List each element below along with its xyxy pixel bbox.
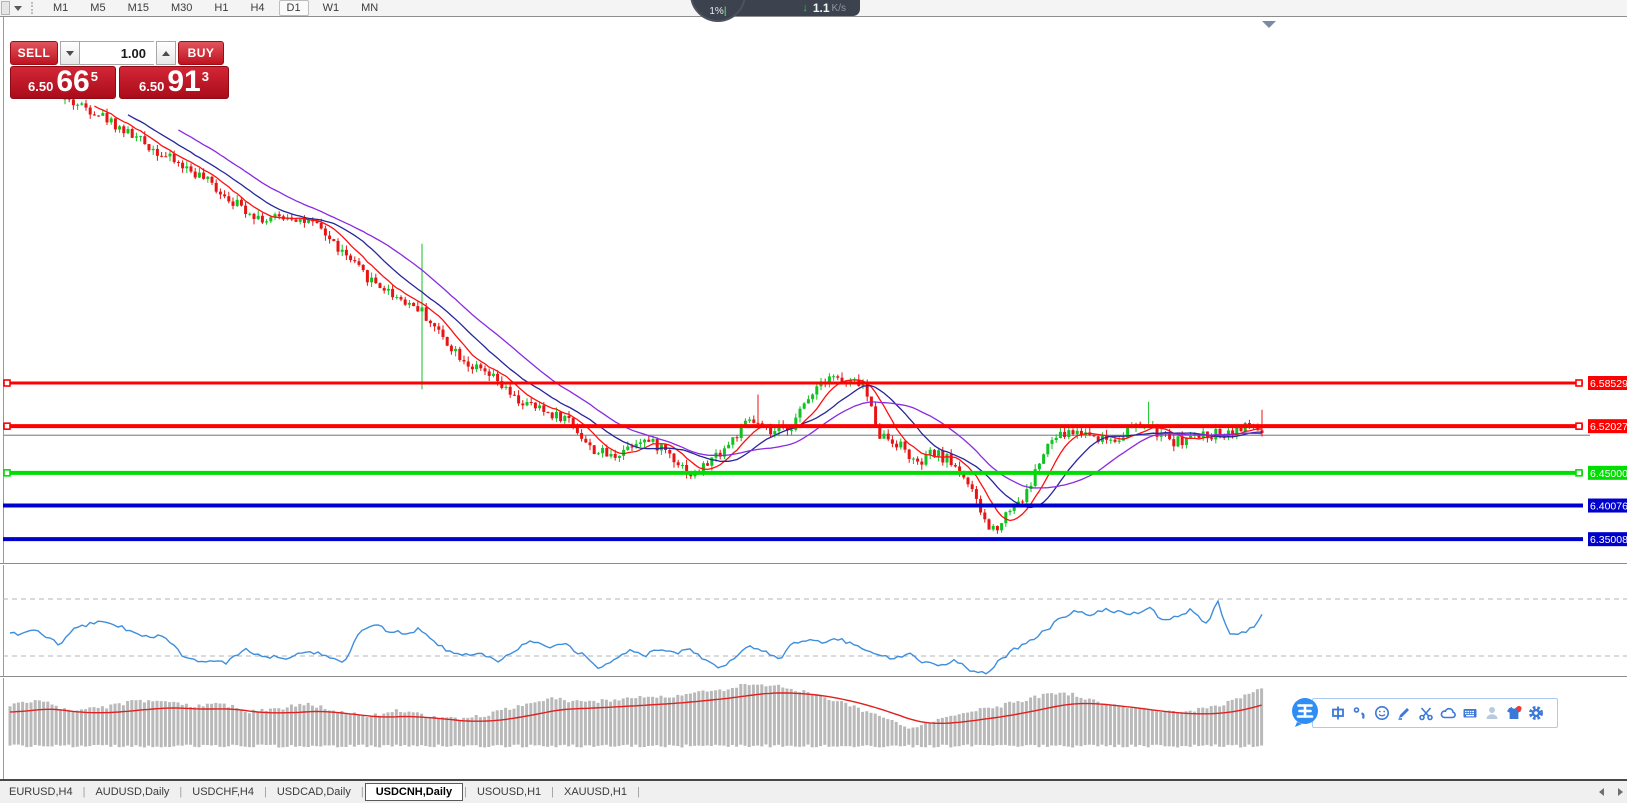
line-anchor-handle[interactable] bbox=[1575, 379, 1583, 387]
price-chart-svg: 6.58529 6.52027 6.45000 6.40076 6.35008 bbox=[0, 17, 1627, 779]
line-anchor-handle[interactable] bbox=[1575, 469, 1583, 477]
skin-tshirt-icon[interactable] bbox=[1506, 705, 1522, 721]
toolbar-dropdown-button[interactable] bbox=[10, 1, 26, 15]
buy-button[interactable]: BUY bbox=[178, 41, 224, 65]
chinese-mode-icon[interactable] bbox=[1330, 705, 1346, 721]
sell-price-big: 66 bbox=[56, 64, 90, 98]
tab-scroll-right-icon[interactable] bbox=[1618, 788, 1623, 796]
screenshot-scissors-icon[interactable] bbox=[1418, 705, 1434, 721]
volume-decrease-button[interactable] bbox=[60, 41, 80, 65]
tab-separator: | bbox=[179, 786, 183, 798]
tab-separator: | bbox=[636, 786, 640, 798]
emoji-icon[interactable] bbox=[1374, 705, 1390, 721]
horizontal-level-6.35008[interactable]: 6.35008 bbox=[3, 532, 1627, 547]
chevron-down-icon bbox=[66, 50, 74, 56]
tab-separator: | bbox=[360, 786, 364, 798]
tab-scroll-left-icon[interactable] bbox=[1599, 788, 1604, 796]
chevron-up-icon bbox=[162, 50, 170, 56]
macd-histogram bbox=[8, 684, 1264, 748]
handwriting-icon[interactable] bbox=[1396, 705, 1412, 721]
cpu-percent: 1% bbox=[709, 6, 724, 17]
tab-separator: | bbox=[464, 786, 467, 798]
sell-button[interactable]: SELL bbox=[10, 41, 58, 65]
network-speed-unit: K/s bbox=[831, 2, 846, 14]
buy-price-prefix: 6.50 bbox=[139, 78, 165, 94]
line-anchor-handle[interactable] bbox=[1575, 422, 1583, 430]
tab-usdchf-h4[interactable]: USDCHF,H4 bbox=[192, 786, 254, 798]
tab-audusd-daily[interactable]: AUDUSD,Daily bbox=[95, 786, 170, 798]
chevron-down-icon bbox=[14, 5, 22, 11]
price-label-box bbox=[1588, 419, 1627, 434]
timeframe-button-h1[interactable]: H1 bbox=[214, 2, 229, 14]
punctuation-icon[interactable] bbox=[1352, 705, 1368, 721]
timeframe-button-m5[interactable]: M5 bbox=[90, 2, 106, 14]
price-label-text: 6.52027 bbox=[1590, 421, 1627, 433]
horizontal-level-6.45000[interactable]: 6.45000 bbox=[3, 465, 1627, 480]
line-anchor-handle[interactable] bbox=[3, 379, 11, 387]
price-label-text: 6.40076 bbox=[1590, 501, 1627, 513]
tab-usdcnh-daily[interactable]: USDCNH,Daily bbox=[364, 783, 464, 801]
macd-signal-line bbox=[9, 692, 1262, 724]
horizontal-level-6.58529[interactable]: 6.58529 bbox=[3, 376, 1627, 390]
ma-line-16 bbox=[127, 114, 1262, 509]
price-label-box bbox=[1588, 498, 1627, 513]
ime-toolbar bbox=[1312, 698, 1558, 728]
price-label-box bbox=[1588, 532, 1627, 547]
timeframe-button-w1[interactable]: W1 bbox=[322, 2, 340, 14]
price-label-box bbox=[1588, 376, 1627, 390]
tab-separator: | bbox=[82, 786, 86, 798]
volume-input[interactable] bbox=[80, 41, 154, 65]
volume-increase-button[interactable] bbox=[156, 41, 176, 65]
buy-price-big: 91 bbox=[167, 64, 201, 98]
tab-eurusd-h4[interactable]: EURUSD,H4 bbox=[9, 786, 73, 798]
tab-separator: | bbox=[264, 786, 267, 798]
line-anchor-handle[interactable] bbox=[3, 422, 11, 430]
buy-price-sup: 3 bbox=[201, 69, 209, 84]
timeframe-button-d1[interactable]: D1 bbox=[278, 0, 309, 16]
timeframe-button-mn[interactable]: MN bbox=[361, 2, 379, 14]
ma-line-8 bbox=[94, 105, 1263, 522]
horizontal-level-6.52027[interactable]: 6.52027 bbox=[3, 419, 1627, 434]
ma-line-28 bbox=[178, 129, 1263, 489]
candlestick-series bbox=[63, 96, 1264, 534]
cloud-icon[interactable] bbox=[1440, 705, 1456, 721]
one-click-trading-panel: SELL BUY 6.50 66 5 6.50 91 3 bbox=[10, 41, 230, 99]
network-speed-value: 1.1 bbox=[812, 1, 830, 15]
partial-icon bbox=[1, 1, 10, 15]
sogou-ime-logo[interactable] bbox=[1289, 696, 1321, 728]
timeframe-button-m30[interactable]: M30 bbox=[170, 2, 193, 14]
sell-price-display[interactable]: 6.50 66 5 bbox=[10, 66, 116, 99]
tab-separator: | bbox=[551, 786, 554, 798]
chart-tab-bar: EURUSD,H4 | AUDUSD,Daily | USDCHF,H4 | USDCAD,… bbox=[0, 781, 1627, 803]
price-label-box bbox=[1588, 465, 1627, 480]
timeframe-button-h4[interactable]: H4 bbox=[250, 2, 265, 14]
tab-usdcad-daily[interactable]: USDCAD,Daily bbox=[276, 786, 351, 798]
virtual-keyboard-icon[interactable] bbox=[1462, 705, 1478, 721]
buy-price-display[interactable]: 6.50 91 3 bbox=[119, 66, 229, 99]
sell-price-prefix: 6.50 bbox=[28, 78, 54, 94]
account-person-icon[interactable] bbox=[1484, 705, 1500, 721]
toolbar-grip-handle[interactable] bbox=[31, 2, 36, 14]
scroll-to-end-icon[interactable] bbox=[1262, 21, 1276, 28]
price-label-text: 6.58529 bbox=[1590, 378, 1627, 390]
tab-xauusd-h1[interactable]: XAUUSD,H1 bbox=[564, 786, 627, 798]
line-anchor-handle[interactable] bbox=[3, 469, 11, 477]
sell-price-sup: 5 bbox=[90, 69, 98, 84]
price-label-text: 6.45000 bbox=[1590, 468, 1627, 480]
price-label-text: 6.35008 bbox=[1590, 534, 1627, 546]
timeframe-button-m15[interactable]: M15 bbox=[127, 2, 149, 14]
network-speed-overlay: 1% | ↓ 1.1 K/s bbox=[690, 0, 860, 22]
horizontal-level-6.40076[interactable]: 6.40076 bbox=[3, 498, 1627, 513]
chart-bottom-border bbox=[0, 779, 1627, 781]
tab-usousd-h1[interactable]: USOUSD,H1 bbox=[476, 786, 542, 798]
gauge-tick: | bbox=[723, 6, 727, 17]
download-arrow-icon: ↓ bbox=[802, 2, 808, 14]
oscillator-line bbox=[9, 599, 1263, 675]
timeframe-button-m1[interactable]: M1 bbox=[53, 2, 69, 14]
settings-gear-icon[interactable] bbox=[1528, 705, 1544, 721]
